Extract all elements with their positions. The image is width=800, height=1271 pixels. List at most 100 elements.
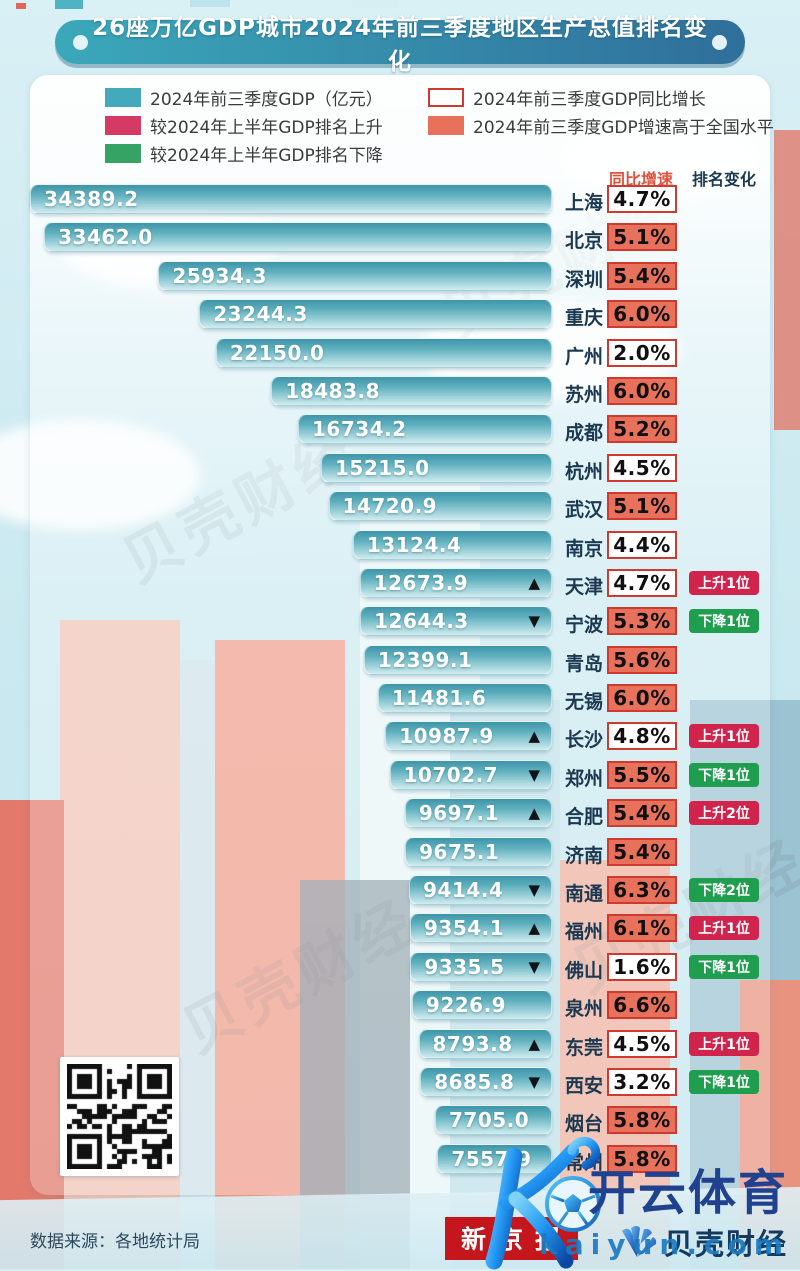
rank-down-arrow-icon: ▼ xyxy=(528,612,540,631)
growth-rate-box: 5.3% xyxy=(607,607,677,636)
chart-row: 9675.1 济南 5.4% xyxy=(30,836,770,867)
column-header-growth: 同比增速 xyxy=(608,170,673,189)
growth-rate-box: 5.4% xyxy=(607,799,677,828)
gdp-bar-chart: 34389.2 上海 4.7% 33462.0 北京 5.1% 25934.3 深圳 5.4% 2… xyxy=(30,184,770,1174)
gdp-bar: 9697.1 ▲ xyxy=(404,798,552,829)
chart-row: 10987.9 ▲ 长沙 4.8% 上升1位 xyxy=(30,721,770,752)
growth-rate-box: 5.5% xyxy=(607,760,677,789)
legend-item: 2024年前三季度GDP（亿元） xyxy=(105,87,383,110)
gdp-value-label: 7557.9 xyxy=(451,1146,532,1171)
rank-down-arrow-icon: ▼ xyxy=(528,765,540,784)
gdp-bar: 9354.1 ▲ xyxy=(410,913,552,944)
rank-change-badge: 上升1位 xyxy=(689,724,759,749)
growth-rate-box: 6.0% xyxy=(607,376,677,405)
legend-item: 较2024年上半年GDP排名下降 xyxy=(105,143,383,166)
newspaper-logo: 新京报 xyxy=(445,1217,579,1260)
growth-rate-box: 4.7% xyxy=(607,568,677,597)
growth-rate-box: 2.0% xyxy=(607,338,677,367)
gdp-bar: 23244.3 xyxy=(199,299,552,330)
city-label: 苏州 xyxy=(565,383,604,406)
gdp-bar: 22150.0 xyxy=(215,337,552,368)
legend-swatch-outline xyxy=(428,87,464,107)
title-dot-right-icon xyxy=(712,34,727,50)
growth-rate-box: 6.3% xyxy=(607,876,677,905)
rank-change-badge: 上升1位 xyxy=(689,916,759,941)
chart-row: 12673.9 ▲ 天津 4.7% 上升1位 xyxy=(30,567,770,598)
title-dot-left-icon xyxy=(73,34,88,50)
city-label: 郑州 xyxy=(565,767,604,790)
gdp-value-label: 9414.4 xyxy=(423,878,504,903)
building-shape xyxy=(774,130,800,430)
rank-up-arrow-icon: ▲ xyxy=(528,919,540,938)
chart-row: 9226.9 泉州 6.6% xyxy=(30,990,770,1021)
gdp-value-label: 15215.0 xyxy=(335,455,430,480)
chart-row: 14720.9 武汉 5.1% xyxy=(30,491,770,522)
city-label: 南通 xyxy=(565,883,604,906)
city-label: 成都 xyxy=(565,422,604,445)
gdp-value-label: 25934.3 xyxy=(172,263,267,288)
growth-rate-box: 5.2% xyxy=(607,415,677,444)
gdp-bar: 34389.2 xyxy=(30,184,552,214)
gdp-value-label: 9354.1 xyxy=(424,916,505,941)
growth-rate-box: 5.4% xyxy=(607,261,677,290)
column-header-rank: 排名变化 xyxy=(691,170,756,189)
chart-row: 18483.8 苏州 6.0% xyxy=(30,375,770,406)
legend-swatch-salmon xyxy=(428,115,464,135)
page-title: 26座万亿GDP城市2024年前三季度地区生产总值排名变化 xyxy=(92,15,708,75)
growth-rate-box: 4.8% xyxy=(607,722,677,751)
deco-shape xyxy=(16,3,26,9)
city-label: 重庆 xyxy=(565,307,604,330)
growth-rate-box: 5.6% xyxy=(607,645,677,674)
gdp-bar: 18483.8 xyxy=(271,375,552,406)
gdp-value-label: 14720.9 xyxy=(342,494,438,519)
legend-label: 2024年前三季度GDP同比增长 xyxy=(473,89,706,110)
gdp-value-label: 34389.2 xyxy=(44,187,139,211)
gdp-value-label: 10702.7 xyxy=(403,762,499,787)
gdp-value-label: 10987.9 xyxy=(399,724,494,749)
gdp-bar: 9226.9 xyxy=(411,990,552,1021)
chart-row: 8685.8 ▼ 西安 3.2% 下降1位 xyxy=(30,1066,770,1097)
city-label: 广州 xyxy=(565,345,604,368)
legend-swatch-green xyxy=(105,143,141,163)
gdp-bar: 7705.0 xyxy=(435,1105,552,1136)
gdp-bar: 10987.9 ▲ xyxy=(385,721,552,752)
rank-down-arrow-icon: ▼ xyxy=(528,1072,540,1091)
gdp-value-label: 9226.9 xyxy=(425,993,507,1018)
rank-down-arrow-icon: ▼ xyxy=(528,957,540,976)
rank-change-badge: 下降1位 xyxy=(689,1069,759,1094)
gdp-bar: 7557.9 xyxy=(437,1143,552,1174)
gdp-bar: 8793.8 ▲ xyxy=(418,1028,552,1059)
city-label: 烟台 xyxy=(565,1113,604,1136)
growth-rate-box: 5.1% xyxy=(607,223,677,252)
city-label: 天津 xyxy=(565,575,604,598)
gdp-value-label: 7705.0 xyxy=(449,1108,530,1133)
brand-name: 贝壳财经 xyxy=(663,1227,788,1261)
rank-change-badge: 下降1位 xyxy=(689,609,759,634)
rank-change-badge: 下降1位 xyxy=(689,954,759,979)
gdp-bar: 13124.4 xyxy=(352,529,552,560)
chart-row: 9335.5 ▼ 佛山 1.6% 下降1位 xyxy=(30,951,770,982)
chart-row: 9354.1 ▲ 福州 6.1% 上升1位 xyxy=(30,913,770,944)
growth-rate-box: 4.5% xyxy=(607,1029,677,1058)
rank-up-arrow-icon: ▲ xyxy=(528,1034,540,1053)
growth-rate-box: 5.1% xyxy=(607,492,677,521)
gdp-value-label: 16734.2 xyxy=(312,417,407,442)
chart-row: 12644.3 ▼ 宁波 5.3% 下降1位 xyxy=(30,606,770,637)
rank-change-badge: 下降1位 xyxy=(689,762,759,787)
gdp-value-label: 22150.0 xyxy=(229,340,325,365)
gdp-bar: 25934.3 xyxy=(158,260,552,291)
growth-rate-box: 4.4% xyxy=(607,530,677,559)
chart-row: 34389.2 上海 4.7% xyxy=(30,184,770,214)
deco-shape xyxy=(190,0,230,7)
chart-row: 25934.3 深圳 5.4% xyxy=(30,260,770,291)
city-label: 福州 xyxy=(565,921,604,944)
legend-label: 较2024年上半年GDP排名上升 xyxy=(150,117,383,138)
gdp-value-label: 8793.8 xyxy=(432,1031,513,1056)
gdp-bar: 9335.5 ▼ xyxy=(410,951,552,982)
gdp-bar: 10702.7 ▼ xyxy=(389,759,552,790)
city-label: 深圳 xyxy=(565,268,604,291)
footer-band xyxy=(0,1187,800,1269)
deco-shape xyxy=(55,0,83,9)
legend-item: 2024年前三季度GDP同比增长 xyxy=(428,87,774,110)
growth-rate-box: 4.5% xyxy=(607,453,677,482)
